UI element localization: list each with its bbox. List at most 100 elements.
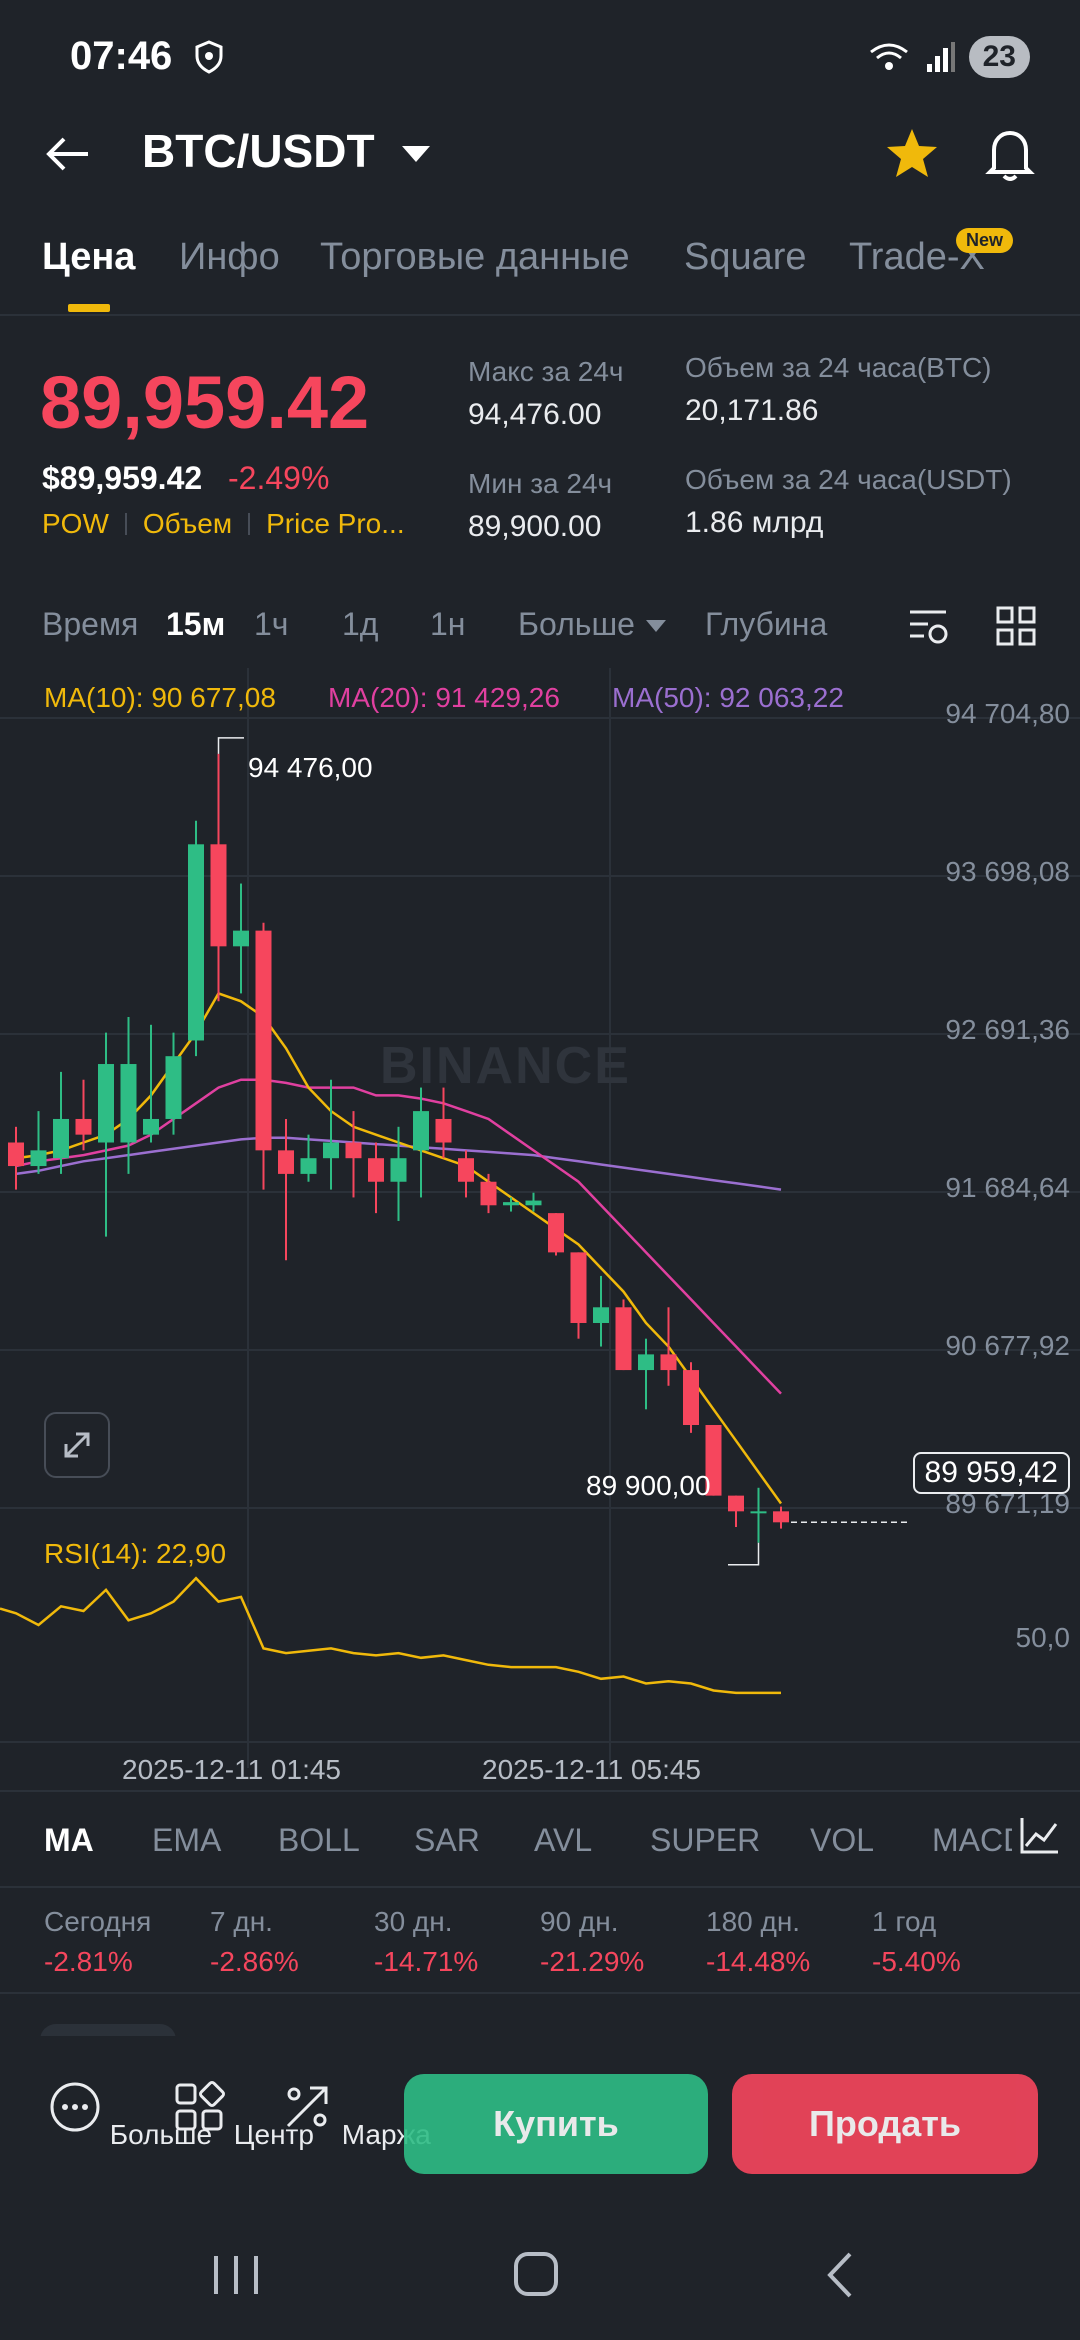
center-button[interactable]: Центр <box>172 2080 314 2151</box>
low-label: Мин за 24ч <box>468 468 613 499</box>
layout-grid-icon[interactable] <box>994 604 1038 648</box>
candle-body <box>30 1150 47 1167</box>
perf-value: -2.86% <box>210 1946 299 1977</box>
perf-label: 180 дн. <box>706 1906 801 1937</box>
candle-body <box>278 1150 294 1174</box>
main-tabs: Цена Инфо Торговые данные Square Trade-X <box>0 230 1080 316</box>
back-arrow-icon[interactable] <box>44 130 92 178</box>
candle-body <box>750 1511 767 1514</box>
candle-body <box>413 1111 429 1151</box>
center-label: Центр <box>233 2119 314 2150</box>
rsi-line <box>0 1576 781 1695</box>
candle-body <box>390 1158 407 1182</box>
pair-title[interactable]: BTC/USDT <box>142 125 375 177</box>
tag-price-protection[interactable]: Price Pro... <box>266 508 405 539</box>
high-marker-line <box>217 737 244 754</box>
candle-body <box>728 1495 744 1512</box>
back-nav-icon[interactable] <box>812 2250 872 2300</box>
candle-body <box>368 1158 384 1182</box>
candlestick-chart[interactable] <box>0 668 1080 1790</box>
perf-value: -14.71% <box>374 1946 479 1977</box>
perf-label: 30 дн. <box>374 1906 453 1937</box>
vol-btc-label: Объем за 24 часа(BTC) <box>685 352 992 383</box>
buy-button[interactable]: Купить <box>404 2074 708 2174</box>
binance-watermark: BINANCE <box>380 1037 631 1095</box>
ma10-legend: MA(10): 90 677,08 <box>44 682 276 713</box>
tab-trading-data[interactable]: Торговые данные <box>320 236 630 278</box>
candle-body <box>165 1056 182 1119</box>
perf-1y: 1 год -5.40% <box>872 1906 961 1978</box>
bell-icon[interactable] <box>982 124 1038 184</box>
interval-15m[interactable]: 15м <box>166 606 226 642</box>
high-label: Макс за 24ч <box>468 356 624 387</box>
candle-body <box>525 1200 542 1206</box>
interval-depth[interactable]: Глубина <box>705 606 828 642</box>
indicator-super[interactable]: SUPER <box>650 1822 761 1858</box>
active-tab-indicator <box>68 304 110 312</box>
favorite-star-icon[interactable] <box>884 126 940 182</box>
perf-30d: 30 дн. -14.71% <box>374 1906 478 1978</box>
performance-row: Сегодня -2.81% 7 дн. -2.86% 30 дн. -14.7… <box>0 1886 1080 1994</box>
candle-body <box>660 1354 677 1371</box>
pair-dropdown-caret-icon[interactable] <box>402 146 430 162</box>
recent-apps-icon[interactable] <box>206 2250 266 2300</box>
chart-settings-icon[interactable] <box>906 606 950 648</box>
indicator-boll[interactable]: BOLL <box>278 1822 360 1858</box>
tab-info[interactable]: Инфо <box>179 236 280 278</box>
perf-180d: 180 дн. -14.48% <box>706 1906 810 1978</box>
candle-body <box>458 1158 474 1182</box>
tag-separator <box>124 513 127 535</box>
candle-body <box>435 1118 452 1143</box>
y-tick-label: 90 677,92 <box>945 1330 1070 1361</box>
indicator-ma[interactable]: MA <box>44 1822 94 1858</box>
ma20-line <box>15 1078 782 1395</box>
interval-more[interactable]: Больше <box>518 606 635 642</box>
y-tick-label: 91 684,64 <box>945 1172 1070 1203</box>
indicator-avl[interactable]: AVL <box>534 1822 593 1858</box>
candle-body <box>75 1118 92 1135</box>
low-marker-label: 89 900,00 <box>586 1470 711 1501</box>
tab-square[interactable]: Square <box>684 236 807 278</box>
rsi-legend: RSI(14): 22,90 <box>44 1538 227 1569</box>
sell-button[interactable]: Продать <box>732 2074 1038 2174</box>
candle-body <box>480 1181 497 1206</box>
interval-time[interactable]: Время <box>42 606 139 642</box>
wifi-icon <box>869 43 908 70</box>
candle-body <box>233 930 249 947</box>
more-caret-icon[interactable] <box>646 620 666 632</box>
expand-chart-button[interactable] <box>44 1412 110 1478</box>
interval-1h[interactable]: 1ч <box>254 606 289 642</box>
current-price-tag: 89 959,42 <box>912 1452 1070 1494</box>
expand-icon <box>64 1432 90 1458</box>
tag-pow[interactable]: POW <box>42 508 109 539</box>
interval-1w[interactable]: 1н <box>430 606 466 642</box>
status-icons: 23 <box>867 36 1030 78</box>
perf-value: -21.29% <box>540 1946 645 1977</box>
home-icon[interactable] <box>506 2250 566 2300</box>
perf-label: 7 дн. <box>210 1906 273 1937</box>
candle-body <box>570 1252 587 1323</box>
indicator-vol[interactable]: VOL <box>810 1822 875 1858</box>
interval-1d[interactable]: 1д <box>342 606 379 642</box>
indicator-tabs: MA EMA BOLL SAR AVL SUPER VOL MACD <box>0 1790 1080 1888</box>
tab-price[interactable]: Цена <box>42 236 136 278</box>
indicator-macd[interactable]: MACD <box>932 1822 1012 1858</box>
candle-body <box>53 1118 69 1159</box>
candle-body <box>773 1511 789 1523</box>
candle-body <box>98 1064 114 1143</box>
usd-price: $89,959.42 <box>42 460 203 496</box>
candle-body <box>345 1142 362 1159</box>
perf-value: -14.48% <box>706 1946 811 1977</box>
tag-volume[interactable]: Объем <box>142 508 233 539</box>
candle-body <box>255 930 272 1151</box>
signal-icon <box>926 42 955 72</box>
tag-row: POW Объем Price Pro... <box>42 508 405 540</box>
candle-body <box>548 1213 564 1253</box>
candle-body <box>593 1307 609 1323</box>
candle-body <box>188 844 204 1041</box>
indicator-ema[interactable]: EMA <box>152 1822 222 1858</box>
y-tick-label: 93 698,08 <box>945 856 1070 887</box>
last-price: 89,959.42 <box>40 361 370 444</box>
indicator-sar[interactable]: SAR <box>414 1822 480 1858</box>
indicator-chart-icon[interactable] <box>1018 1814 1060 1858</box>
